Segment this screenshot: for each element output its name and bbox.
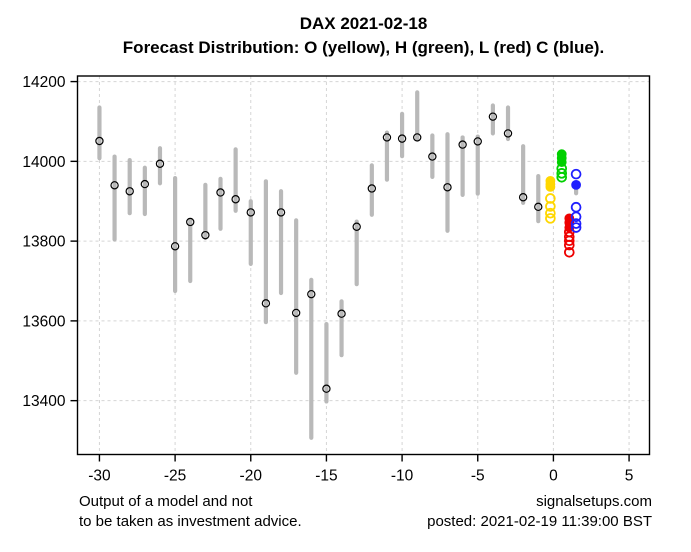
forecast-low-open-circle bbox=[563, 246, 575, 258]
close-marker bbox=[95, 136, 104, 146]
forecast-low-open-circle bbox=[563, 235, 575, 247]
close-marker bbox=[488, 112, 498, 121]
x-tick-label: -20 bbox=[240, 468, 263, 485]
y-tick-label: 13600 bbox=[22, 313, 65, 330]
x-tick-label: -30 bbox=[88, 468, 111, 485]
forecast-open-filled-circle bbox=[545, 181, 556, 192]
attribution: signalsetups.com posted: 2021-02-19 11:3… bbox=[427, 492, 652, 532]
posted-timestamp: posted: 2021-02-19 11:39:00 BST bbox=[427, 513, 652, 530]
close-marker bbox=[307, 289, 316, 299]
disclaimer: Output of a model and not to be taken as… bbox=[79, 492, 302, 532]
y-tick-label: 13400 bbox=[22, 393, 65, 410]
close-marker bbox=[534, 202, 543, 212]
close-marker bbox=[155, 159, 165, 168]
forecast-close-open-circle bbox=[570, 201, 582, 213]
close-marker bbox=[473, 137, 482, 146]
disclaimer-line-2: to be taken as investment advice. bbox=[79, 513, 302, 530]
x-tick-label: -10 bbox=[391, 468, 414, 485]
x-tick-label: 0 bbox=[549, 468, 558, 485]
forecast-high-filled-circle bbox=[556, 157, 567, 168]
forecast-low-open-circle bbox=[563, 239, 575, 251]
forecast-close-open-circle bbox=[570, 222, 582, 233]
close-marker bbox=[397, 134, 407, 143]
close-marker bbox=[413, 133, 422, 142]
x-tick-label: -15 bbox=[315, 468, 337, 485]
chart-title: DAX 2021-02-18 bbox=[299, 14, 428, 33]
forecast-high-open-circle bbox=[556, 172, 568, 183]
y-tick-label: 14000 bbox=[22, 154, 65, 171]
close-marker bbox=[337, 309, 346, 318]
forecast-close-open-circle bbox=[570, 168, 582, 180]
close-marker bbox=[231, 195, 240, 204]
close-marker bbox=[261, 299, 271, 308]
plot-area-border bbox=[76, 75, 651, 456]
close-marker bbox=[458, 140, 467, 149]
close-marker bbox=[216, 188, 225, 197]
site-credit: signalsetups.com bbox=[536, 493, 652, 510]
x-tick-label: -25 bbox=[164, 468, 186, 485]
close-marker bbox=[367, 184, 377, 193]
close-marker bbox=[110, 181, 119, 190]
close-marker bbox=[170, 242, 180, 251]
close-marker bbox=[428, 152, 437, 161]
y-tick-label: 14200 bbox=[22, 74, 65, 91]
close-marker bbox=[125, 187, 134, 196]
forecast-close-filled-circle bbox=[571, 179, 582, 190]
close-marker bbox=[246, 208, 255, 217]
close-marker bbox=[322, 384, 331, 393]
forecast-open-open-circle bbox=[545, 201, 556, 212]
close-marker bbox=[443, 183, 452, 192]
forecast-open-open-circle bbox=[545, 207, 556, 219]
forecast-high-open-circle bbox=[556, 168, 568, 179]
forecast-close-open-circle bbox=[570, 218, 582, 229]
close-marker bbox=[382, 133, 392, 142]
close-marker bbox=[518, 193, 528, 202]
close-marker bbox=[503, 129, 513, 138]
chart-subtitle: Forecast Distribution: O (yellow), H (gr… bbox=[122, 38, 605, 57]
x-tick-label: 5 bbox=[625, 468, 634, 485]
close-marker bbox=[276, 208, 286, 217]
close-marker bbox=[201, 230, 210, 240]
x-tick-label: -5 bbox=[471, 468, 485, 485]
forecast-open-open-circle bbox=[545, 213, 556, 224]
y-tick-label: 13800 bbox=[22, 234, 65, 251]
disclaimer-line-1: Output of a model and not bbox=[79, 493, 253, 510]
forecast-close-open-circle bbox=[570, 211, 582, 223]
close-marker bbox=[140, 179, 150, 189]
close-marker bbox=[291, 308, 301, 318]
close-marker bbox=[352, 222, 361, 231]
close-marker bbox=[186, 217, 195, 227]
